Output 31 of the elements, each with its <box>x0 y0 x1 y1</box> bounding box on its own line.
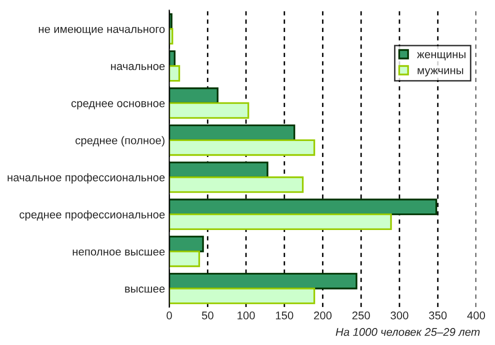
bar <box>169 139 316 156</box>
bar <box>169 102 250 119</box>
legend-label: мужчины <box>418 68 464 76</box>
bar <box>169 250 200 268</box>
bar <box>169 176 304 193</box>
y-tick-label: начальное <box>111 64 165 70</box>
y-tick-label: высшее <box>125 286 165 293</box>
bar <box>169 272 358 290</box>
x-tick-label: 350 <box>428 312 447 320</box>
x-tick-label: 50 <box>202 312 214 320</box>
bar <box>169 213 392 230</box>
text: На 1000 человек 25–29 лет <box>336 328 480 336</box>
y-tick-label: не имеющие начального <box>38 26 165 36</box>
bar <box>169 124 296 141</box>
bar <box>169 198 438 216</box>
x-tick-label: 300 <box>390 312 408 320</box>
bar <box>169 288 316 304</box>
y-tick-label: неполное высшее <box>72 249 165 256</box>
bar <box>169 162 268 178</box>
x-tick-label: 250 <box>352 312 370 320</box>
y-tick-label: среднее (полное) <box>76 136 164 146</box>
x-tick-label: 100 <box>238 312 255 320</box>
legend-label: женщины <box>417 52 466 60</box>
x-tick-label: 0 <box>166 312 172 320</box>
y-tick-label: начальное профессиональное <box>8 173 165 184</box>
x-tick-label: 400 <box>467 312 486 320</box>
x-tick-label: 200 <box>314 312 332 320</box>
x-tick-label: 150 <box>276 312 294 320</box>
bar <box>169 65 180 82</box>
y-tick-label: среднее основное <box>71 101 165 110</box>
y-tick-label: среднее профессиональное <box>20 210 165 221</box>
